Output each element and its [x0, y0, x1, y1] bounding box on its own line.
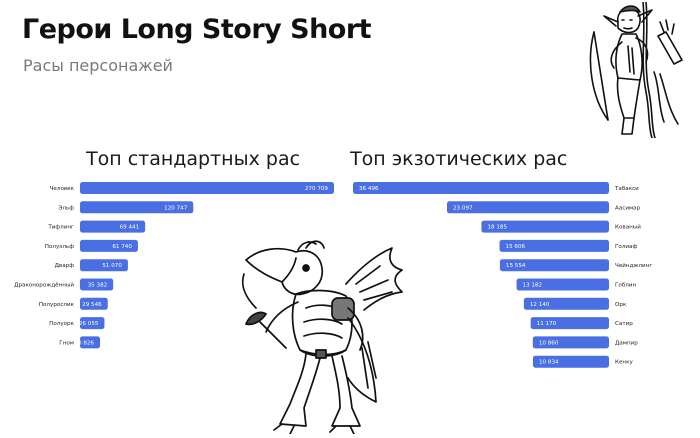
standard-value-label: 26 055 — [79, 321, 99, 327]
exotic-races-chart-title: Топ экзотических рас — [350, 148, 568, 170]
exotic-bar — [523, 297, 609, 310]
standard-bar — [80, 182, 334, 194]
standard-value-label: 35 382 — [88, 283, 108, 289]
standard-bar — [80, 220, 146, 233]
exotic-category-label: Голиаф — [615, 244, 637, 250]
standard-category-label: Дварф — [55, 263, 75, 269]
exotic-bar — [353, 182, 609, 194]
exotic-category-label: Гоблин — [615, 283, 636, 289]
standard-category-label: Полуэльф — [45, 244, 74, 250]
exotic-value-label: 13 182 — [523, 283, 543, 289]
standard-value-label: 120 747 — [164, 205, 188, 211]
standard-category-label: Человек — [50, 186, 75, 192]
standard-bar — [80, 259, 128, 272]
standard-value-label: 270 709 — [305, 186, 329, 192]
standard-value-label: 29 546 — [82, 302, 102, 308]
standard-category-label: Эльф — [58, 205, 74, 211]
exotic-bar — [530, 317, 609, 330]
standard-category-label: Гном — [59, 340, 74, 346]
exotic-value-label: 10 834 — [539, 360, 559, 366]
exotic-value-label: 10 860 — [539, 340, 559, 346]
exotic-category-label: Табакси — [614, 186, 639, 192]
exotic-bar — [499, 259, 609, 272]
exotic-value-label: 23 097 — [453, 205, 473, 211]
exotic-bar — [446, 201, 609, 214]
exotic-value-label: 15 606 — [506, 244, 526, 250]
standard-bar — [80, 239, 138, 252]
exotic-bar — [499, 239, 609, 252]
exotic-bar — [481, 220, 609, 233]
standard-bar — [80, 336, 100, 349]
standard-bar — [80, 317, 105, 330]
standard-bar — [80, 297, 108, 310]
exotic-bar — [533, 355, 609, 368]
page-subtitle: Расы персонажей — [23, 56, 173, 75]
standard-bar — [80, 201, 194, 214]
exotic-category-label: Кованый — [615, 224, 641, 231]
exotic-category-label: Кенку — [615, 360, 633, 366]
standard-value-label: 69 441 — [120, 225, 140, 231]
exotic-bar — [516, 278, 609, 291]
exotic-category-label: Дампир — [615, 340, 638, 346]
exotic-bar — [532, 336, 609, 349]
exotic-value-label: 12 140 — [530, 302, 550, 308]
standard-category-label: Драконорождённый — [14, 282, 74, 289]
exotic-category-label: Орк — [615, 302, 627, 308]
exotic-category-label: Аасимар — [615, 205, 641, 211]
standard-category-label: Полурослик — [39, 302, 75, 308]
standard-races-chart-title: Топ стандартных рас — [86, 148, 301, 170]
standard-bar — [80, 278, 114, 291]
exotic-value-label: 11 170 — [537, 321, 557, 327]
elf-archer-drawing — [589, 2, 683, 138]
exotic-category-label: Сатир — [615, 321, 633, 327]
exotic-value-label: 36 496 — [359, 186, 379, 192]
standard-category-label: Полуорк — [49, 321, 74, 327]
page-title: Герои Long Story Short — [22, 14, 372, 45]
exotic-value-label: 15 554 — [506, 263, 526, 269]
standard-value-label: 20 826 — [74, 340, 94, 346]
standard-value-label: 51 070 — [102, 263, 122, 269]
standard-category-label: Тифлинг — [47, 225, 74, 231]
exotic-category-label: Чейнджлинг — [615, 262, 652, 269]
exotic-value-label: 18 185 — [487, 225, 507, 231]
bird-warrior-drawing — [241, 240, 403, 434]
standard-value-label: 61 740 — [112, 244, 132, 250]
